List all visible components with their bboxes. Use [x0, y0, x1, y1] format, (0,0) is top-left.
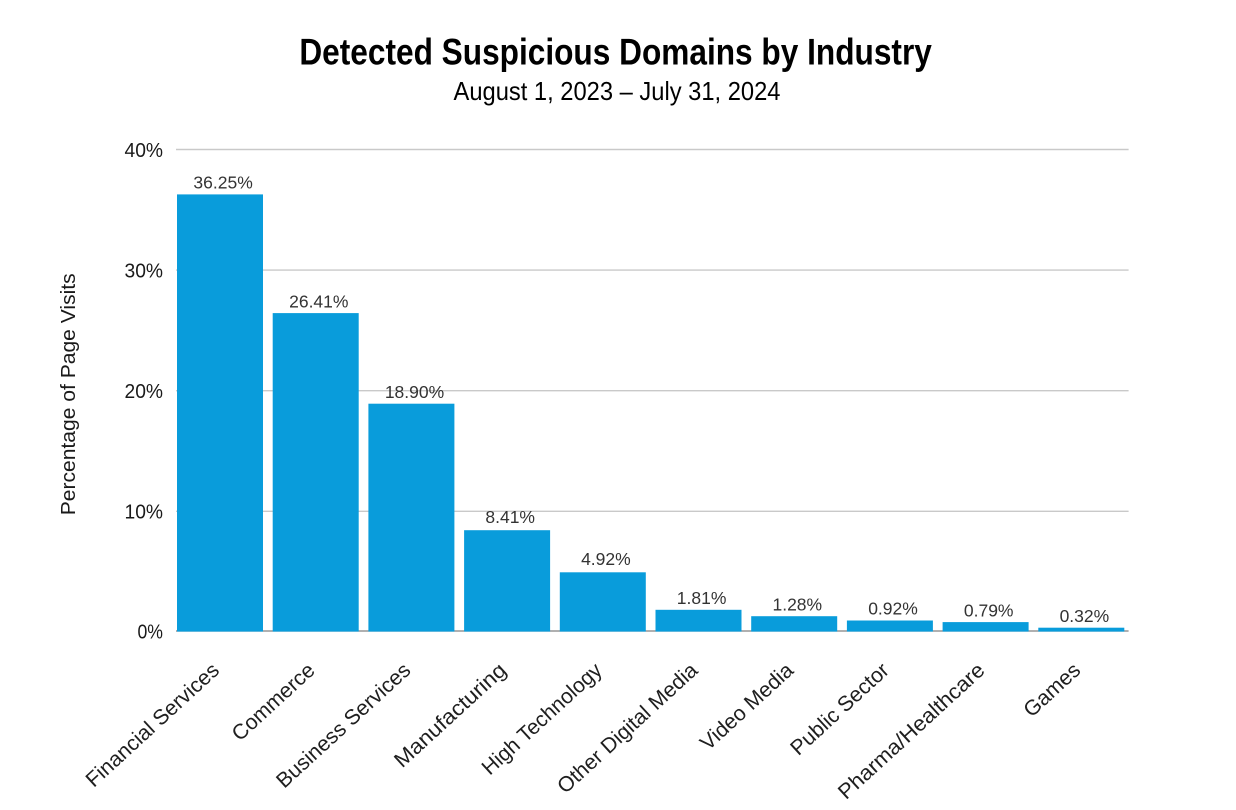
svg-text:0.92%: 0.92% — [868, 599, 918, 619]
svg-text:30%: 30% — [125, 259, 164, 282]
svg-text:Detected Suspicious Domains by: Detected Suspicious Domains by Industry — [299, 32, 932, 73]
svg-text:8.41%: 8.41% — [485, 507, 535, 527]
svg-text:26.41%: 26.41% — [289, 291, 348, 311]
svg-text:10%: 10% — [125, 501, 164, 524]
svg-text:18.90%: 18.90% — [385, 382, 444, 402]
svg-text:40%: 40% — [125, 139, 164, 162]
svg-text:36.25%: 36.25% — [193, 173, 252, 193]
svg-text:0.79%: 0.79% — [964, 600, 1014, 620]
svg-text:4.92%: 4.92% — [581, 549, 631, 569]
svg-text:1.28%: 1.28% — [772, 594, 822, 614]
svg-text:August 1, 2023 – July 31, 2024: August 1, 2023 – July 31, 2024 — [454, 76, 781, 106]
svg-text:20%: 20% — [125, 380, 164, 403]
svg-text:1.81%: 1.81% — [677, 588, 727, 608]
svg-text:0.32%: 0.32% — [1060, 606, 1110, 626]
svg-text:Percentage of Page Visits: Percentage of Page Visits — [57, 273, 80, 515]
svg-text:0%: 0% — [138, 620, 164, 643]
